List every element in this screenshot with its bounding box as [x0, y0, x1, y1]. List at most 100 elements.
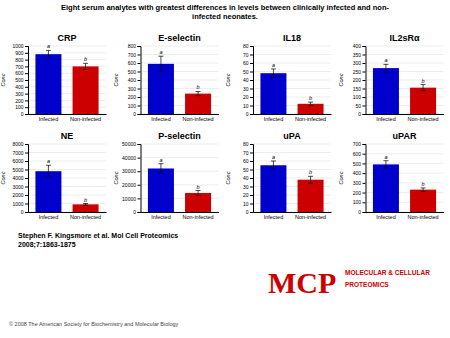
tick-mark: [363, 97, 366, 98]
tick-mark: [138, 72, 141, 73]
tick-mark: [363, 154, 366, 155]
logo-text: MOLECULAR & CELLULAR: [345, 269, 430, 276]
tick-label: 800: [128, 43, 137, 49]
bar: [260, 73, 286, 114]
tick-label: Non-infected: [295, 214, 326, 220]
panel: ab01000020000300004000050000InfectedNon-…: [113, 131, 220, 220]
tick-label: 700: [353, 141, 362, 147]
tick-label: 500: [128, 69, 137, 75]
tick-label: Infected: [264, 214, 284, 220]
tick-label: Infected: [376, 116, 396, 122]
tick-label: Infected: [151, 214, 171, 220]
tick-label: Infected: [376, 214, 396, 220]
annotation: b: [84, 56, 87, 62]
bar: [373, 68, 399, 114]
tick-mark: [363, 80, 366, 81]
error-bar: [158, 164, 163, 174]
panel: ab01020304050607080InfectedNon-infectedC…: [225, 33, 332, 122]
tick-mark: [138, 89, 141, 90]
error-bar: [421, 188, 426, 191]
tick-label: 50000: [122, 141, 136, 147]
tick: Non-infected: [407, 116, 438, 122]
grid-line: [366, 63, 444, 64]
tick-mark: [25, 100, 28, 101]
grid-line: [28, 161, 106, 162]
tick-label: 400: [128, 77, 137, 83]
tick-label: 70: [243, 150, 249, 156]
tick-mark: [363, 193, 366, 194]
tick: 40000: [122, 155, 140, 161]
tick: 200: [353, 77, 366, 83]
bar: [35, 54, 61, 114]
tick-label: 700: [128, 52, 137, 58]
title: infected neonates.: [192, 12, 258, 21]
tick-label: 6000: [12, 158, 23, 164]
tick: 500: [128, 69, 141, 75]
tick-mark: [250, 195, 253, 196]
error-bar: [158, 56, 163, 71]
y-axis: 0100200300400500600700: [353, 141, 366, 215]
axis-line: [366, 114, 444, 115]
tick: Non-infected: [70, 116, 101, 122]
tick: 30000: [122, 168, 140, 174]
tick-label: Non-infected: [182, 116, 213, 122]
tick-mark: [25, 178, 28, 179]
tick-mark: [25, 66, 28, 67]
grid-line: [253, 54, 331, 55]
tick-mark: [138, 114, 141, 115]
tick: 100: [128, 103, 141, 109]
tick-mark: [363, 89, 366, 90]
panel-title: IL2sRα: [389, 33, 420, 43]
tick-label: 200: [128, 94, 137, 100]
panel-title: IL18: [283, 33, 301, 43]
marks: [35, 50, 98, 114]
tick-mark: [363, 55, 366, 56]
tick-label: 200: [15, 98, 24, 104]
tick: Infected: [39, 116, 59, 122]
panel: ab0100200300400500600700InfectedNon-infe…: [338, 131, 445, 220]
tick-label: 800: [15, 57, 24, 63]
axis-title: Conc: [225, 73, 231, 86]
tick: 350: [353, 52, 366, 58]
chart: Eight serum analytes with greatest diffe…: [0, 0, 450, 338]
tick: 60: [243, 60, 253, 66]
bar: [185, 94, 211, 114]
tick: 1000: [12, 43, 28, 49]
tick: 10000: [122, 196, 140, 202]
tick: 400: [353, 170, 366, 176]
marks: [35, 165, 98, 212]
tick: 700: [353, 141, 366, 147]
marks: [373, 161, 436, 212]
tick: 20: [243, 94, 253, 100]
panel: ab01002003004005006007008009001000Infect…: [0, 33, 107, 122]
tick: 4000: [12, 175, 28, 181]
annotation: a: [47, 158, 50, 164]
tick: 0: [246, 111, 253, 117]
tick-label: 40000: [122, 155, 136, 161]
tick-mark: [250, 72, 253, 73]
tick-label: 0: [21, 209, 24, 215]
tick-label: 70: [243, 52, 249, 58]
tick-mark: [363, 212, 366, 213]
annotation: a: [47, 43, 50, 49]
tick: Infected: [376, 116, 396, 122]
tick-mark: [250, 153, 253, 154]
tick: 600: [128, 60, 141, 66]
tick-label: 100: [353, 199, 362, 205]
bar: [410, 190, 436, 212]
grid: [253, 46, 331, 114]
tick-label: 1000: [12, 43, 23, 49]
grid-line: [366, 153, 444, 154]
tick-mark: [363, 173, 366, 174]
x-axis: Infected Non-infected: [254, 213, 332, 220]
tick: 1000: [12, 201, 28, 207]
tick: Infected: [264, 116, 284, 122]
grid-line: [28, 46, 106, 47]
tick: 250: [353, 69, 366, 75]
grid-line: [141, 157, 219, 158]
tick-mark: [363, 106, 366, 107]
tick: 400: [15, 84, 28, 90]
tick-mark: [363, 144, 366, 145]
tick: 0: [246, 209, 253, 215]
tick-label: 400: [353, 43, 362, 49]
